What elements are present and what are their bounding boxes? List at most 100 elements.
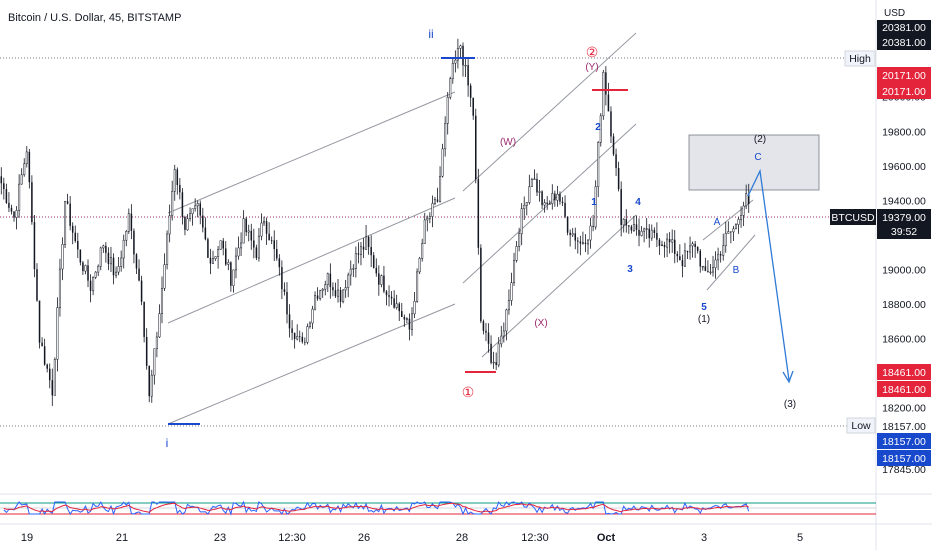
candle-body xyxy=(605,72,607,95)
projection-line xyxy=(747,168,790,381)
candle-series[interactable] xyxy=(0,38,750,406)
low-blue-text-2: 18157.00 xyxy=(882,453,926,465)
candle-body xyxy=(566,216,569,233)
candle-body xyxy=(398,303,400,312)
candle-body xyxy=(480,247,482,322)
candle-body xyxy=(140,280,143,302)
candle-body xyxy=(694,243,696,248)
candle-body xyxy=(722,245,725,256)
candle-body xyxy=(199,203,202,216)
candle-body xyxy=(276,249,278,259)
candle-body xyxy=(740,215,743,220)
low-blue-tag-1 xyxy=(877,433,931,449)
candle-body xyxy=(577,240,579,242)
price-tags[interactable]: 20381.00 20381.00 High 20171.00 20171.00… xyxy=(830,20,931,466)
candle-body xyxy=(43,346,46,365)
candle-body xyxy=(5,189,8,203)
candle-body xyxy=(0,176,3,184)
wave-B-label: B xyxy=(733,265,740,276)
current-price-tag xyxy=(877,209,931,239)
candle-body xyxy=(581,242,584,244)
candle-body xyxy=(260,222,263,237)
candle-body xyxy=(148,365,150,397)
candle-body xyxy=(638,229,640,236)
candle-body xyxy=(234,255,237,271)
candle-body xyxy=(500,335,503,345)
wave-p1-label: (1) xyxy=(698,314,710,325)
candle-body xyxy=(617,168,620,190)
candle-body xyxy=(99,247,102,267)
y-tick-label: 19000.00 xyxy=(882,264,926,276)
candle-body xyxy=(357,253,360,255)
candle-body xyxy=(202,215,204,228)
wave-ii-label: ii xyxy=(428,27,433,41)
candle-body xyxy=(158,313,161,338)
candle-body xyxy=(186,218,189,231)
candle-body xyxy=(423,219,426,244)
wave-circle2-label: ② xyxy=(586,44,599,60)
candle-body xyxy=(176,169,179,186)
low-red-text-1: 18461.00 xyxy=(882,367,926,379)
candle-body xyxy=(564,202,566,217)
candle-body xyxy=(207,239,209,258)
red-price-text-2: 20171.00 xyxy=(882,86,926,98)
candle-body xyxy=(571,233,574,236)
candle-body xyxy=(304,341,306,343)
candle-body xyxy=(513,260,516,284)
candle-body xyxy=(347,274,350,288)
candle-body xyxy=(701,265,704,268)
rsi-pane[interactable] xyxy=(0,500,876,516)
candle-body xyxy=(711,267,715,273)
candle-body xyxy=(477,179,480,248)
wave-W-label: (W) xyxy=(500,137,516,148)
candle-body xyxy=(33,222,36,270)
candle-body xyxy=(316,295,319,299)
candle-body xyxy=(635,224,638,230)
candle-body xyxy=(209,257,212,264)
candle-body xyxy=(28,151,31,183)
candle-body xyxy=(416,271,419,302)
candle-body xyxy=(301,336,304,342)
candle-body xyxy=(699,250,702,267)
candle-body xyxy=(82,262,84,272)
candle-body xyxy=(676,253,679,257)
x-tick-label: 12:30 xyxy=(278,532,306,544)
candle-body xyxy=(160,287,164,314)
candle-body xyxy=(475,115,477,180)
candle-body xyxy=(439,175,442,202)
channel-left-mid xyxy=(167,197,456,324)
candle-body xyxy=(217,249,220,257)
candle-body xyxy=(520,208,523,234)
candle-body xyxy=(734,224,737,230)
candle-body xyxy=(273,240,275,250)
candle-body xyxy=(163,264,166,289)
current-price-text: 19379.00 xyxy=(882,212,926,224)
candle-body xyxy=(71,225,74,233)
candle-body xyxy=(344,287,347,291)
candle-body xyxy=(433,199,436,204)
candle-body xyxy=(367,236,370,248)
low-blue-text-1: 18157.00 xyxy=(882,436,926,448)
candle-body xyxy=(283,289,286,292)
candle-body xyxy=(64,200,67,245)
x-tick-label: 19 xyxy=(21,532,33,544)
currency-label: USD xyxy=(884,8,905,19)
candle-body xyxy=(97,265,100,273)
y-tick-label: 19800.00 xyxy=(882,126,926,138)
target-box xyxy=(688,134,820,191)
wave-2-label: 2 xyxy=(595,122,601,133)
candle-body xyxy=(332,287,334,291)
candle-body xyxy=(84,265,87,272)
candle-body xyxy=(130,213,133,231)
candle-body xyxy=(485,330,487,333)
candle-body xyxy=(518,233,521,247)
wave-4-label: 4 xyxy=(635,197,641,208)
candle-body xyxy=(25,151,28,164)
candle-body xyxy=(225,248,227,265)
candle-body xyxy=(497,343,500,366)
plot-area[interactable] xyxy=(0,0,876,494)
candle-body xyxy=(112,257,115,276)
candle-body xyxy=(263,221,266,224)
rsi-line xyxy=(3,500,750,516)
